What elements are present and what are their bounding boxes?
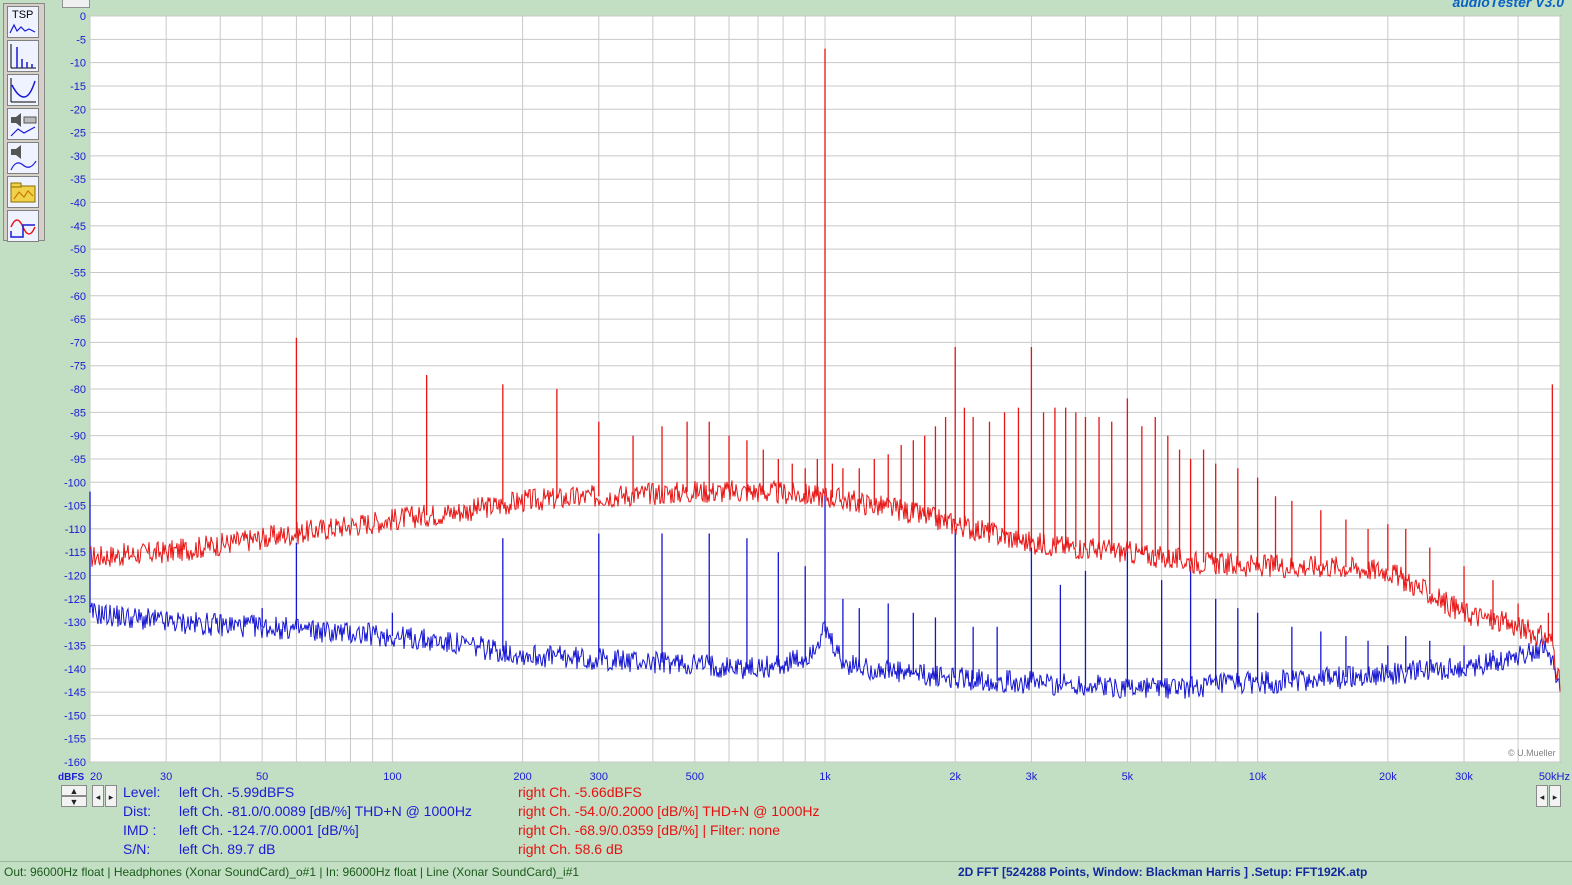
y-tick-label: -85 [70,407,86,419]
x-tick-labels: 20 30 50 100 200 300 500 1k 2k 3k 5k 10k 20k 30k 50kHz [90,771,1570,783]
tool-tsp-button[interactable]: TSP [7,6,39,38]
x-tick-label: 300 [590,771,608,783]
y-tick-label: -115 [65,547,86,559]
y-tick-labels: 0 -5 -10 -15 -20 -25 -30 -35 -40 -45 -50 -55 -60 -65 -… [64,11,86,769]
y-tick-label: -105 [64,501,86,513]
tool-oscilloscope-button[interactable] [7,210,39,242]
y-tick-label: -40 [70,198,86,210]
y-tick-label: -140 [64,664,86,676]
y-tick-label: -75 [70,361,86,373]
y-tick-label: -10 [70,58,86,70]
spectrum-series [89,48,1561,699]
y-tick-label: -125 [64,594,86,606]
sn-label: S/N: [123,841,151,857]
x-tick-label: 3k [1026,771,1038,783]
y-tick-label: -55 [70,267,86,279]
oscilloscope-icon [10,219,36,238]
y-tick-label: -90 [70,431,86,443]
legend-scroll-up[interactable]: ▲ [61,785,87,796]
y-tick-label: -50 [70,244,86,256]
tool-volume-button[interactable] [7,108,39,140]
x-tick-label: 500 [686,771,704,783]
legend-imd-row: IMD : [123,822,156,838]
level-right-value: right Ch. -5.66dBFS [518,784,642,800]
y-tick-label: -155 [64,734,86,746]
y-tick-label: -135 [64,640,86,652]
y-tick-label: -30 [70,151,86,163]
level-left-value: left Ch. -5.99dBFS [179,784,295,800]
dist-label: Dist: [123,803,151,819]
y-tick-label: -95 [70,454,86,466]
frequency-response-icon [10,78,36,103]
speaker-volume-icon [10,113,37,137]
imd-label: IMD : [123,822,157,838]
x-tick-label: 30k [1455,771,1473,783]
tool-speaker-button[interactable] [7,142,39,174]
legend-scroll-left[interactable]: ◂ [92,785,104,807]
legend-scroll-down[interactable]: ▼ [61,796,87,807]
speaker-response-icon [10,145,37,171]
app-brand-title: audioTester V3.0 [1452,0,1564,10]
x-tick-label: 50 [256,771,268,783]
x-tick-label: 100 [383,771,401,783]
dist-right-value: right Ch. -54.0/0.2000 [dB/%] THD+N @ 10… [518,803,820,819]
y-tick-label: -80 [70,384,86,396]
right-scroll-right[interactable]: ▸ [1549,785,1561,807]
y-tick-label: -130 [64,617,86,629]
y-tick-label: -120 [64,571,86,583]
x-tick-label: 5k [1122,771,1134,783]
y-tick-label: -145 [64,687,86,699]
fft-chart: 0 -5 -10 -15 -20 -25 -30 -35 -40 -45 -50 -55 -60 -65 -… [58,11,1570,783]
imd-right-value: right Ch. -68.9/0.0359 [dB/%] | Filter: … [518,822,781,838]
tool-frequency-response-button[interactable] [7,74,39,106]
top-spin-button[interactable] [62,0,90,8]
y-axis-unit-label: dBFS [58,772,84,783]
legend-scroll-right[interactable]: ▸ [105,785,117,807]
x-tick-label: 20 [90,771,102,783]
folder-open-icon [10,182,36,203]
y-tick-label: -5 [76,34,86,46]
sn-left-value: left Ch. 89.7 dB [179,841,276,857]
tool-palette: TSP [3,3,45,242]
fft-spectrum-icon [10,44,36,69]
y-tick-label: -15 [70,81,86,93]
y-tick-label: -160 [64,757,86,769]
author-signature: © U.Mueller [1508,748,1556,758]
tool-open-button[interactable] [7,176,39,208]
x-tick-label: 2k [949,771,961,783]
y-tick-label: -110 [65,524,86,536]
x-tick-label: 30 [160,771,172,783]
tool-fft-button[interactable] [7,40,39,72]
y-tick-label: -25 [70,128,86,140]
y-tick-label: -20 [70,104,86,116]
level-label: Level: [123,784,161,800]
imd-left-value: left Ch. -124.7/0.0001 [dB/%] [179,822,359,838]
x-tick-label: 10k [1249,771,1267,783]
tsp-label: TSP [12,9,33,21]
dist-left-value: left Ch. -81.0/0.0089 [dB/%] THD+N @ 100… [179,803,472,819]
y-tick-label: -150 [64,710,86,722]
y-tick-label: -65 [70,314,86,326]
sn-right-value: right Ch. 58.6 dB [518,841,624,857]
x-tick-label: 50kHz [1539,771,1570,783]
y-tick-label: -70 [70,337,86,349]
y-tick-label: -60 [70,291,86,303]
legend-level-row: Level: [123,784,160,800]
x-tick-label: 1k [819,771,831,783]
x-tick-label: 20k [1379,771,1397,783]
status-fft-setup: 2D FFT [524288 Points, Window: Blackman … [958,865,1368,879]
legend-sn-row: S/N: [123,841,150,857]
y-tick-label: 0 [80,11,86,23]
status-io-info: Out: 96000Hz float | Headphones (Xonar S… [4,865,580,879]
y-tick-label: -100 [64,477,86,489]
y-tick-label: -35 [70,174,86,186]
y-tick-label: -45 [70,221,86,233]
legend-dist-row: Dist: [123,803,151,819]
right-scroll-left[interactable]: ◂ [1536,785,1548,807]
x-tick-label: 200 [513,771,531,783]
status-bar: Out: 96000Hz float | Headphones (Xonar S… [0,861,1572,885]
tsp-icon: TSP [9,9,36,34]
